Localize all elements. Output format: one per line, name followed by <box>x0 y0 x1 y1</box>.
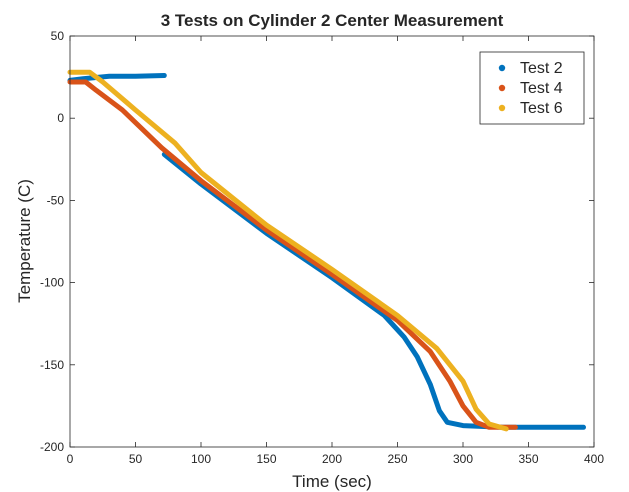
plot-frame <box>69 35 595 448</box>
y-tick-label: 0 <box>57 111 64 125</box>
y-tick-label: -100 <box>40 276 64 290</box>
legend-label: Test 4 <box>520 80 563 97</box>
legend-marker <box>498 104 506 112</box>
x-axis-label: Time (sec) <box>292 472 372 491</box>
x-tick-label: 100 <box>191 452 211 466</box>
series-test-6 <box>67 69 509 432</box>
legend-marker <box>498 84 506 92</box>
legend: Test 2 Test 4 Test 6 <box>479 51 585 125</box>
tick-group: 0 50 100 150 200 250 300 350 400 -200 -150 -100 -50 0… <box>40 29 604 466</box>
x-tick-label: 50 <box>129 452 143 466</box>
legend-label: Test 6 <box>520 100 563 117</box>
x-tick-label: 150 <box>256 452 276 466</box>
x-tick-label: 200 <box>322 452 342 466</box>
x-tick-label: 350 <box>518 452 538 466</box>
series-layer <box>67 69 586 432</box>
y-tick-label: -200 <box>40 440 64 454</box>
y-tick-label: 50 <box>51 29 65 43</box>
y-tick-label: -50 <box>47 193 65 207</box>
legend-marker <box>498 64 506 72</box>
y-axis-label: Temperature (C) <box>15 179 34 303</box>
x-tick-label: 250 <box>387 452 407 466</box>
chart-title: 3 Tests on Cylinder 2 Center Measurement <box>161 11 504 30</box>
series-line <box>67 73 167 83</box>
series-line <box>67 69 509 432</box>
series-line <box>67 79 518 430</box>
y-tick-label: -150 <box>40 358 64 372</box>
series-test-4 <box>67 79 518 430</box>
legend-label: Test 2 <box>520 60 563 77</box>
x-tick-label: 0 <box>67 452 74 466</box>
legend-box <box>479 51 585 125</box>
x-tick-label: 300 <box>453 452 473 466</box>
x-tick-label: 400 <box>584 452 604 466</box>
